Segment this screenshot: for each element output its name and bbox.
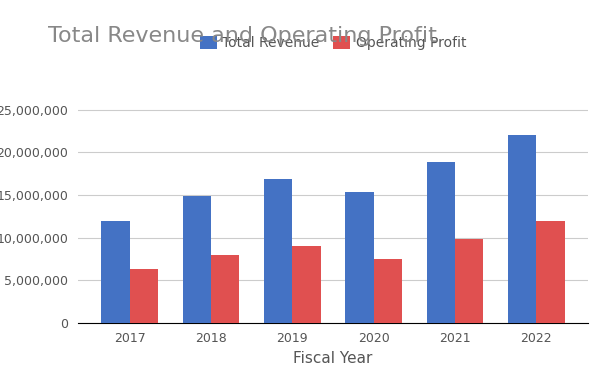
Bar — [345, 193, 374, 323]
X-axis label: Fiscal Year: Fiscal Year — [293, 351, 373, 366]
Bar — [292, 246, 321, 323]
Bar — [130, 269, 158, 323]
Legend: Total Revenue, Operating Profit: Total Revenue, Operating Profit — [194, 31, 472, 56]
Bar — [211, 255, 239, 323]
Bar — [101, 220, 130, 323]
Bar — [264, 179, 292, 323]
Text: Total Revenue and Operating Profit: Total Revenue and Operating Profit — [48, 26, 437, 46]
Bar — [455, 239, 484, 323]
Bar — [536, 220, 565, 323]
Bar — [427, 162, 455, 323]
Bar — [182, 196, 211, 323]
Bar — [508, 135, 536, 323]
Bar — [374, 259, 402, 323]
